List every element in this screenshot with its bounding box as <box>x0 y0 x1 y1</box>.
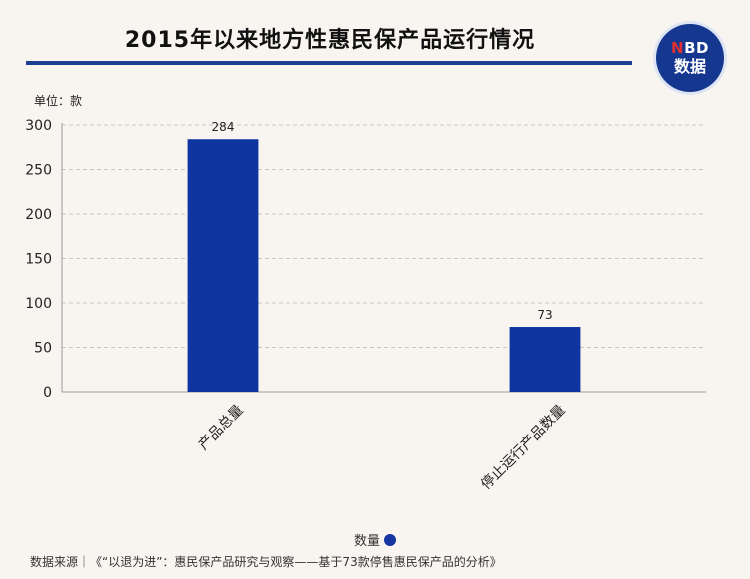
legend-swatch <box>384 534 396 546</box>
y-tick-label: 0 <box>43 385 52 401</box>
y-tick-label: 150 <box>25 252 52 268</box>
source-note: 数据来源｜《“以退为进”：惠民保产品研究与观察——基于73款停售惠民保产品的分析… <box>30 555 502 569</box>
legend-label: 数量 <box>353 534 380 549</box>
y-tick-label: 200 <box>25 207 52 223</box>
bar <box>187 139 259 392</box>
bar <box>509 327 581 392</box>
y-tick-label: 250 <box>25 163 52 179</box>
legend: 数量 <box>0 530 750 549</box>
y-tick-label: 100 <box>25 296 52 312</box>
logo-line1: NBD <box>671 38 709 57</box>
y-tick-label: 50 <box>34 341 52 357</box>
unit-label: 单位：款 <box>34 94 83 108</box>
data-label: 284 <box>212 120 235 134</box>
data-label: 73 <box>537 308 552 322</box>
y-tick-label: 300 <box>25 118 52 134</box>
x-tick-label: 产品总量 <box>196 402 247 453</box>
nbd-logo: NBD 数据 <box>656 24 724 92</box>
title-rule <box>26 61 632 65</box>
page-title: 2015年以来地方性惠民保产品运行情况 <box>124 28 536 53</box>
x-tick-label: 停止运行产品数量 <box>477 402 568 493</box>
logo-line2: 数据 <box>673 56 706 76</box>
